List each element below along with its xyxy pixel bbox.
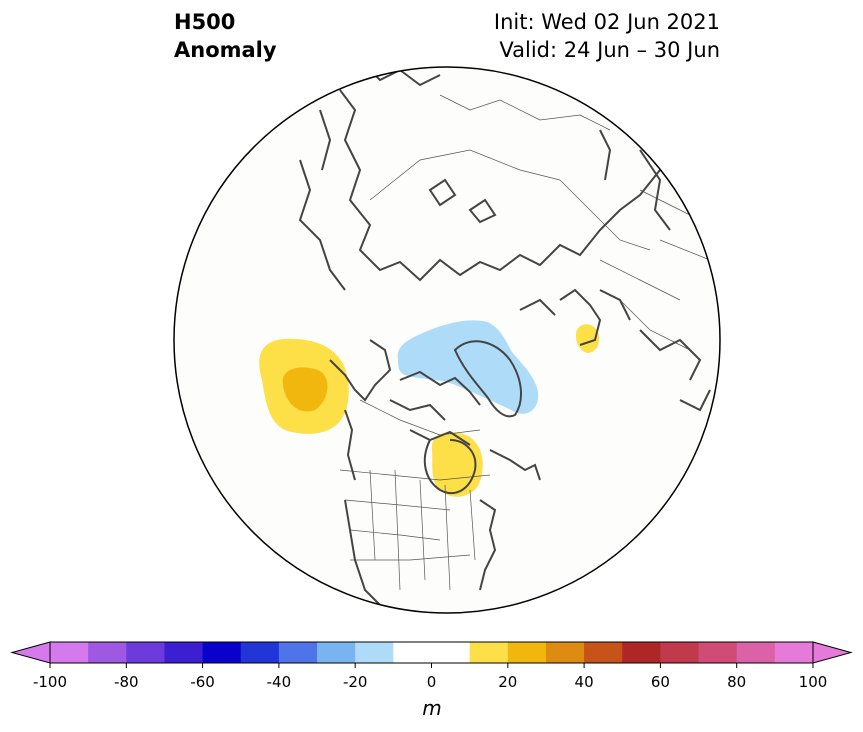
colorbar-unit: m	[422, 696, 441, 720]
colorbar-tick-label: -60	[190, 673, 215, 691]
colorbar-tick-label: 40	[575, 673, 594, 691]
globe-outline	[173, 66, 721, 614]
colorbar-cell	[469, 642, 509, 663]
title-line-2: Anomaly	[174, 38, 277, 62]
polar-map	[173, 66, 721, 614]
colorbar-tick-label: 60	[651, 673, 670, 691]
anomaly-europe	[575, 324, 600, 353]
map-title: H500 Anomaly	[174, 8, 277, 64]
valid-range: Valid: 24 Jun – 30 Jun	[499, 38, 720, 62]
anomaly-greenland	[397, 320, 539, 414]
anomaly-alaska	[259, 338, 349, 434]
colorbar-tick-label: 100	[799, 673, 828, 691]
colorbar-cell	[507, 642, 547, 663]
colorbar-cell	[545, 642, 585, 663]
colorbar-cell	[431, 642, 471, 663]
colorbar-tick-label: 0	[427, 673, 437, 691]
colorbar-cell	[622, 642, 661, 663]
colorbar-cell	[240, 642, 280, 663]
colorbar-tick-label: 20	[498, 673, 517, 691]
init-date: Init: Wed 02 Jun 2021	[493, 10, 720, 34]
forecast-dates: Init: Wed 02 Jun 2021 Valid: 24 Jun – 30…	[494, 8, 720, 64]
coastlines	[298, 67, 711, 606]
colorbar-cell	[317, 642, 356, 663]
colorbar-tick-label: 80	[727, 673, 746, 691]
colorbar-cell	[50, 642, 89, 663]
colorbar-cell	[584, 642, 623, 663]
colorbar-cell	[660, 642, 700, 663]
colorbar-cell	[736, 642, 776, 663]
colorbar-tick-label: -80	[114, 673, 139, 691]
colorbar-cell	[278, 642, 318, 663]
colorbar-cell	[355, 642, 394, 663]
colorbar-cell	[126, 642, 165, 663]
colorbar-tick-label: -20	[343, 673, 368, 691]
title-line-1: H500	[174, 10, 236, 34]
colorbar-cell	[88, 642, 127, 663]
colorbar: -100 -80 -60 -40 -20 0 20 40 60 80 100 m	[10, 641, 853, 720]
colorbar-cell	[164, 642, 204, 663]
colorbar-cell	[774, 642, 814, 663]
colorbar-extend-high	[812, 641, 853, 664]
colorbar-cell	[698, 642, 738, 663]
colorbar-cell	[202, 642, 242, 663]
colorbar-tick-label: -100	[33, 673, 67, 691]
political-borders	[339, 94, 711, 591]
colorbar-cell	[393, 642, 432, 663]
colorbar-extend-low	[10, 641, 51, 664]
colorbar-tick-label: -40	[267, 673, 292, 691]
